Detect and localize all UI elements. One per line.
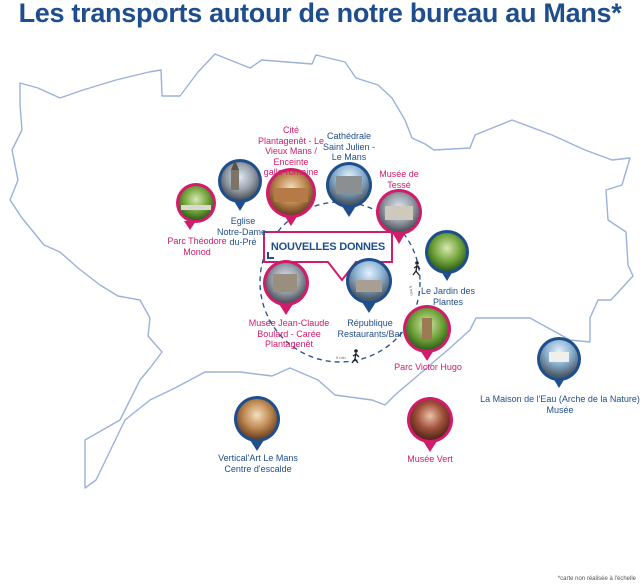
- svg-text:5 min: 5 min: [336, 355, 346, 360]
- label-cathedrale-saint-julien: Cathédrale Saint Julien - Le Mans: [322, 131, 376, 162]
- label-musee-de-tesse: Musée de Tessé: [379, 169, 419, 190]
- label-parc-theodore-monod: Parc Théodore Monod: [167, 236, 227, 257]
- label-la-maison-de-l-eau: La Maison de l'Eau (Arche de la Nature) M…: [480, 394, 640, 415]
- label-musee-vert: Musée Vert: [407, 454, 453, 464]
- walking-person-icon: [412, 261, 421, 276]
- label-parc-victor-hugo: Parc Victor Hugo: [394, 362, 462, 372]
- pin-musee-jean-claude-boulard[interactable]: [263, 260, 309, 315]
- page-title: Les transports autour de notre bureau au…: [18, 0, 622, 28]
- scale-note: *carte non réalisée à l'échelle: [557, 576, 636, 582]
- walking-route-circle: [259, 201, 421, 363]
- pin-musee-de-tesse[interactable]: [376, 189, 422, 244]
- label-cite-plantagenet: Cité Plantagenêt - Le Vieux Mans / Enceinte…: [257, 125, 325, 177]
- pin-parc-theodore-monod[interactable]: [176, 183, 216, 230]
- label-musee-jean-claude-boulard: Musée Jean-Claude Boulard - Carée Plantage…: [248, 318, 330, 349]
- pin-republique-restaurants-bar[interactable]: [346, 258, 392, 313]
- label-eglise-notre-dame-du-pre: Eglise Notre-Dame-du-Pré: [216, 216, 269, 247]
- walking-person-icon: [351, 349, 360, 364]
- pin-parc-victor-hugo[interactable]: [403, 305, 451, 361]
- news-banner[interactable]: NOUVELLES DONNES: [270, 241, 386, 253]
- pin-musee-vert[interactable]: [407, 397, 453, 452]
- pin-la-maison-de-l-eau[interactable]: [537, 337, 581, 388]
- city-boundary-outline: [9, 53, 634, 489]
- label-vertical-art-le-mans: Vertical'Art Le Mans Centre d'escalde: [218, 453, 298, 474]
- svg-text:5 min: 5 min: [408, 285, 415, 296]
- pin-eglise-notre-dame-du-pre[interactable]: [218, 159, 262, 211]
- label-republique-restaurants-bar: République Restaurants/Bar: [337, 318, 403, 339]
- label-le-jardin-des-plantes: Le Jardin des Plantes: [420, 286, 476, 307]
- pin-cite-plantagenet[interactable]: [266, 168, 316, 226]
- pin-cathedrale-saint-julien[interactable]: [326, 162, 372, 217]
- pin-le-jardin-des-plantes[interactable]: [425, 230, 469, 281]
- pin-vertical-art-le-mans[interactable]: [234, 396, 280, 451]
